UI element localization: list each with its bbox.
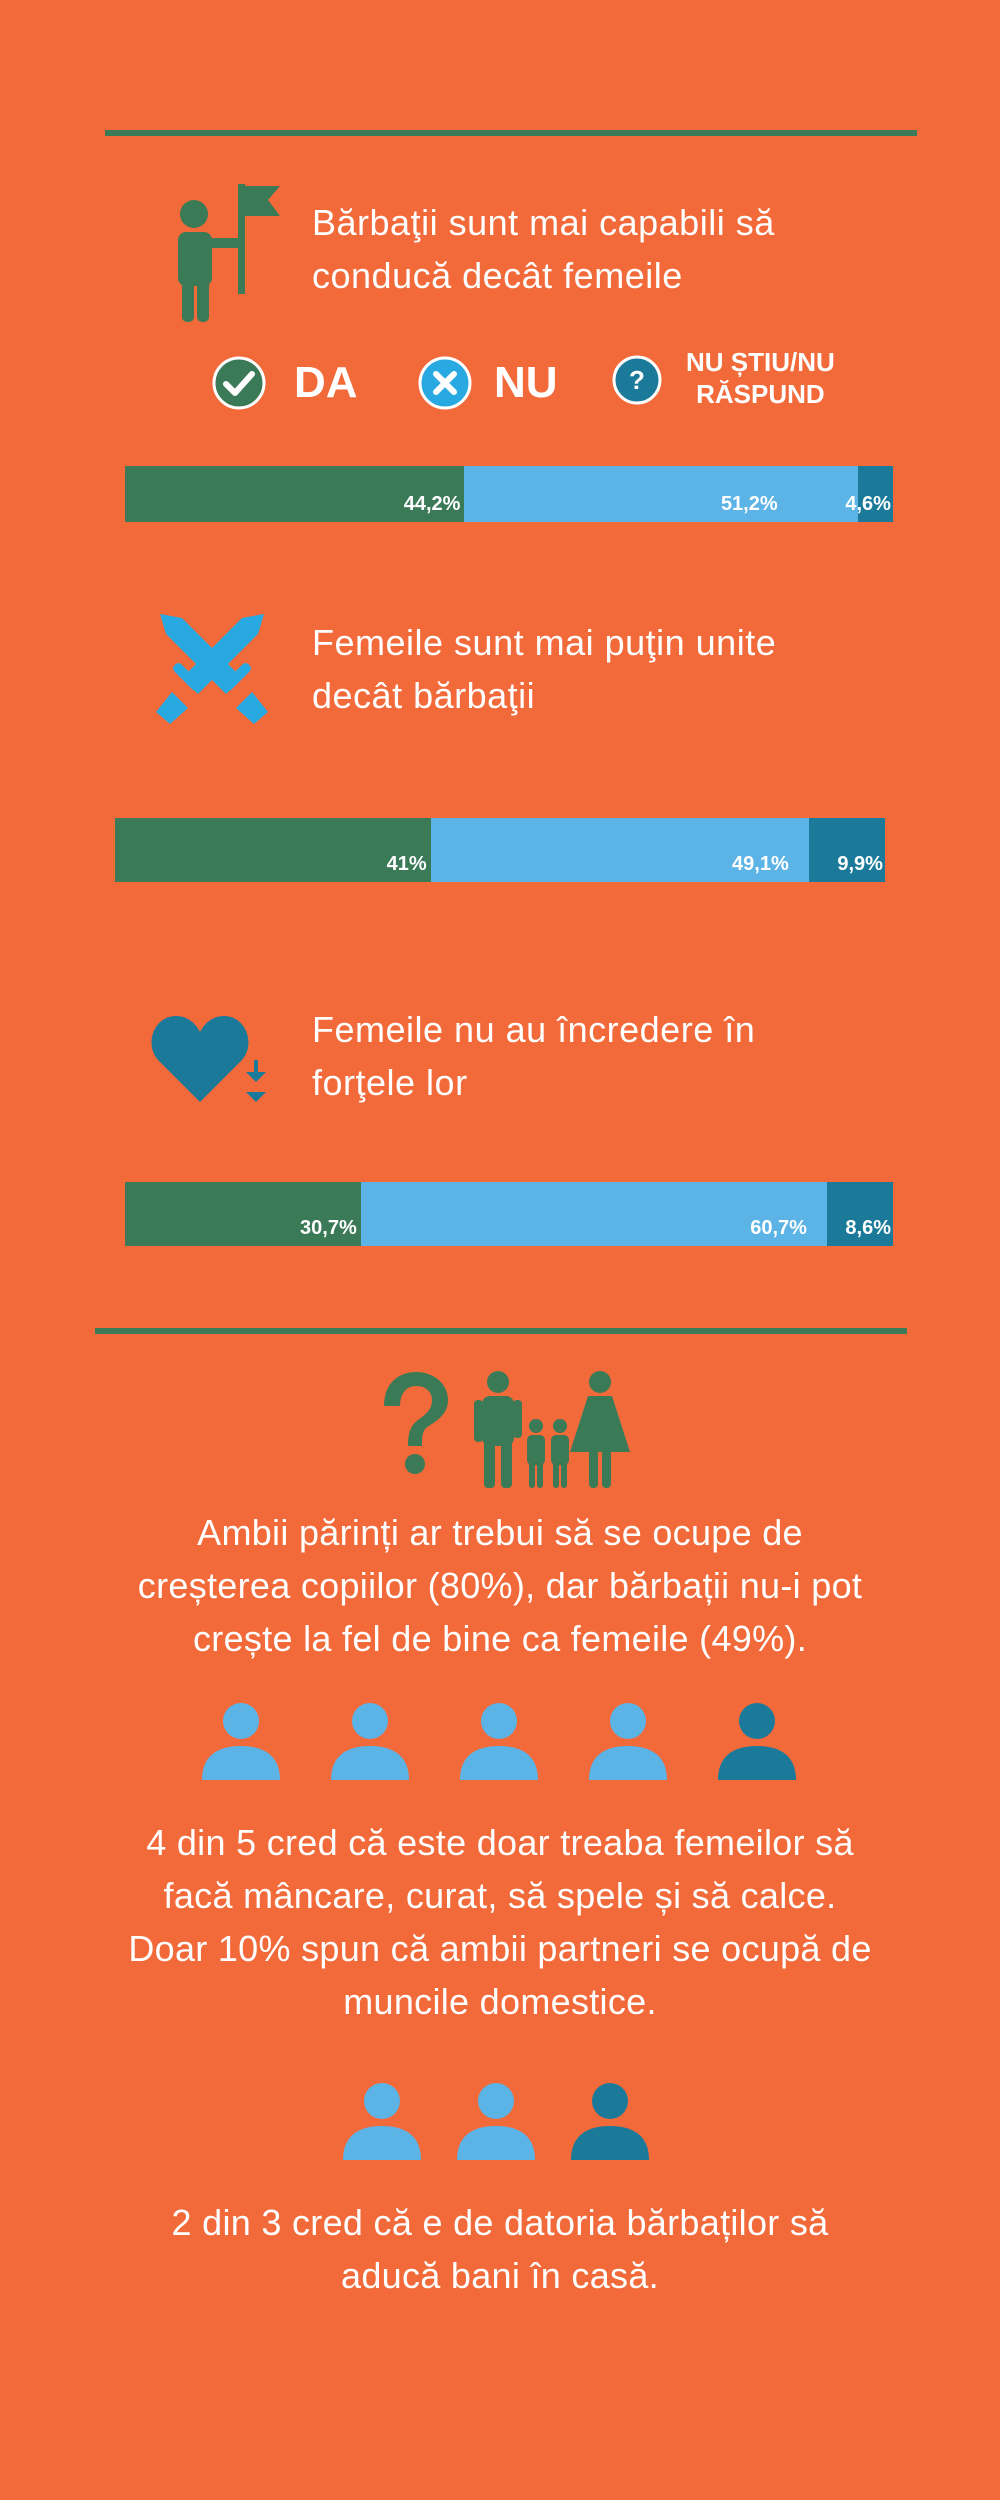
bar-2-nu-stiu-segment: 9,9% — [808, 818, 885, 882]
bar-2-da-label: 41% — [386, 853, 427, 875]
paragraph-parenting: Ambii părinți ar trebui să se ocupe de c… — [60, 1506, 940, 1665]
paragraph-income: 2 din 3 cred că e de datoria bărbaților … — [60, 2196, 940, 2302]
paragraph-parenting-line1: Ambii părinți ar trebui să se ocupe de — [197, 1512, 803, 1553]
legend-nu-label: NU — [494, 358, 558, 407]
person-icon — [457, 2083, 535, 2160]
x-circle-icon — [418, 356, 472, 410]
bar-question-1: 44,2% 51,2% 4,6% — [125, 466, 893, 522]
legend-nu-stiu-line2: RĂSPUND — [696, 379, 825, 409]
bar-question-2: 41% 49,1% 9,9% — [115, 818, 885, 882]
paragraph-parenting-line2: creșterea copiilor (80%), dar bărbații n… — [137, 1565, 863, 1606]
person-icon-highlighted — [718, 1703, 796, 1780]
legend-nu: NU — [418, 356, 558, 410]
legend-nu-stiu-label: NU ȘTIU/NU RĂSPUND — [686, 346, 835, 410]
person-icon — [343, 2083, 421, 2160]
paragraph-income-line1: 2 din 3 cred că e de datoria bărbaților … — [171, 2202, 829, 2243]
people-row-2-of-3 — [341, 2082, 651, 2160]
legend-nu-stiu-line1: NU ȘTIU/NU — [686, 347, 835, 377]
bar-question-3: 30,7% 60,7% 8,6% — [125, 1182, 893, 1246]
bar-2-nu-stiu-label: 9,9% — [837, 853, 883, 875]
person-icon — [331, 1703, 409, 1780]
bar-1-nu-segment: 51,2% — [464, 466, 858, 522]
paragraph-housework-line4: muncile domestice. — [343, 1981, 657, 2022]
person-icon — [460, 1703, 538, 1780]
paragraph-housework-line2: facă mâncare, curat, să spele și să calc… — [163, 1875, 837, 1916]
question-2-line1: Femeile sunt mai puţin unite — [312, 622, 777, 663]
bar-2-da-segment: 41% — [115, 818, 431, 882]
people-row-4-of-5 — [200, 1702, 798, 1780]
check-circle-icon — [212, 356, 266, 410]
family-question-icon — [384, 1371, 630, 1488]
legend-da: DA — [212, 356, 358, 410]
question-1-text: Bărbaţii sunt mai capabili să conducă de… — [312, 196, 775, 302]
person-icon — [589, 1703, 667, 1780]
bar-1-nu-stiu-label: 4,6% — [845, 493, 891, 515]
bar-3-nu-stiu-segment: 8,6% — [826, 1182, 893, 1246]
paragraph-housework-line3: Doar 10% spun că ambii partneri se ocupă… — [128, 1928, 872, 1969]
bar-3-nu-stiu-label: 8,6% — [845, 1217, 891, 1239]
person-icon — [202, 1703, 280, 1780]
bar-1-da-label: 44,2% — [403, 493, 461, 515]
middle-divider — [95, 1328, 907, 1334]
svg-text:?: ? — [629, 365, 645, 395]
bar-1-nu-label: 51,2% — [720, 493, 778, 515]
question-2-line2: decât bărbaţii — [312, 675, 536, 716]
bar-3-nu-segment: 60,7% — [360, 1182, 827, 1246]
bar-2-nu-segment: 49,1% — [430, 818, 809, 882]
paragraph-housework: 4 din 5 cred că este doar treaba femeilo… — [60, 1816, 940, 2028]
bar-3-da-label: 30,7% — [300, 1217, 357, 1239]
person-icon-highlighted — [571, 2083, 649, 2160]
heart-down-arrows-icon — [151, 1016, 266, 1102]
paragraph-housework-line1: 4 din 5 cred că este doar treaba femeilo… — [146, 1822, 854, 1863]
question-1-line2: conducă decât femeile — [312, 255, 683, 296]
paragraph-parenting-line3: crește la fel de bine ca femeile (49%). — [193, 1618, 807, 1659]
person-with-flag-icon — [178, 184, 280, 322]
bar-2-nu-label: 49,1% — [732, 853, 789, 875]
legend-nu-stiu: ? NU ȘTIU/NU RĂSPUND — [612, 346, 835, 410]
question-circle-icon: ? — [612, 355, 662, 405]
bar-1-nu-stiu-segment: 4,6% — [845, 466, 893, 522]
bar-3-da-segment: 30,7% — [125, 1182, 361, 1246]
bar-1-da-segment: 44,2% — [125, 466, 465, 522]
question-3-line1: Femeile nu au încredere în — [312, 1009, 756, 1050]
question-2-text: Femeile sunt mai puţin unite decât bărba… — [312, 616, 776, 722]
legend-da-label: DA — [294, 358, 358, 407]
crossed-swords-icon — [156, 614, 268, 724]
question-3-text: Femeile nu au încredere în forţele lor — [312, 1003, 755, 1109]
question-1-line1: Bărbaţii sunt mai capabili să — [312, 202, 775, 243]
top-divider — [105, 130, 917, 136]
bar-3-nu-label: 60,7% — [750, 1217, 807, 1239]
paragraph-income-line2: aducă bani în casă. — [341, 2255, 659, 2296]
question-3-line2: forţele lor — [312, 1062, 468, 1103]
